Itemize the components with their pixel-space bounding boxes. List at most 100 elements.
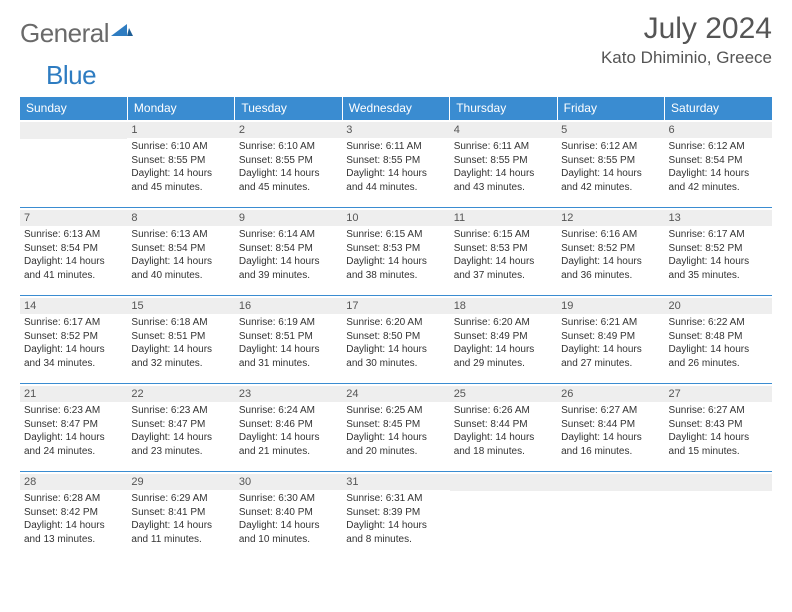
- daylight-text: Daylight: 14 hours and 42 minutes.: [561, 167, 660, 194]
- daylight-text: Daylight: 14 hours and 11 minutes.: [131, 519, 230, 546]
- sunset-text: Sunset: 8:41 PM: [131, 506, 230, 520]
- day-number: 11: [450, 210, 557, 226]
- week-row: 1Sunrise: 6:10 AMSunset: 8:55 PMDaylight…: [20, 120, 772, 208]
- day-number: 18: [450, 298, 557, 314]
- day-cell: 10 Sunrise: 6:15 AMSunset: 8:53 PMDayligh…: [342, 208, 449, 296]
- sunrise-text: Sunrise: 6:13 AM: [24, 228, 123, 242]
- daylight-text: Daylight: 14 hours and 44 minutes.: [346, 167, 445, 194]
- day-number: 22: [127, 386, 234, 402]
- daylight-text: Daylight: 14 hours and 37 minutes.: [454, 255, 553, 282]
- day-cell: 5Sunrise: 6:12 AMSunset: 8:55 PMDaylight…: [557, 120, 664, 208]
- day-number: 12: [557, 210, 664, 226]
- sunset-text: Sunset: 8:55 PM: [131, 154, 230, 168]
- day-details: Sunrise: 6:17 AMSunset: 8:52 PMDaylight:…: [669, 228, 768, 282]
- day-cell: 17Sunrise: 6:20 AMSunset: 8:50 PMDayligh…: [342, 296, 449, 384]
- sunrise-text: Sunrise: 6:31 AM: [346, 492, 445, 506]
- sunrise-text: Sunrise: 6:28 AM: [24, 492, 123, 506]
- day-number: 26: [557, 386, 664, 402]
- day-details: Sunrise: 6:31 AMSunset: 8:39 PMDaylight:…: [346, 492, 445, 546]
- title-block: July 2024 Kato Dhiminio, Greece: [601, 12, 772, 68]
- daylight-text: Daylight: 14 hours and 21 minutes.: [239, 431, 338, 458]
- sunrise-text: Sunrise: 6:15 AM: [454, 228, 553, 242]
- day-number: 6: [665, 122, 772, 138]
- day-cell: 20Sunrise: 6:22 AMSunset: 8:48 PMDayligh…: [665, 296, 772, 384]
- sunset-text: Sunset: 8:44 PM: [561, 418, 660, 432]
- sunrise-text: Sunrise: 6:12 AM: [669, 140, 768, 154]
- day-number: 10: [342, 210, 449, 226]
- day-details: Sunrise: 6:28 AMSunset: 8:42 PMDaylight:…: [24, 492, 123, 546]
- location-label: Kato Dhiminio, Greece: [601, 48, 772, 68]
- empty-day: [665, 474, 772, 491]
- day-details: Sunrise: 6:15 AMSunset: 8:53 PMDaylight:…: [346, 228, 445, 282]
- sunset-text: Sunset: 8:49 PM: [454, 330, 553, 344]
- daylight-text: Daylight: 14 hours and 29 minutes.: [454, 343, 553, 370]
- day-cell: 8Sunrise: 6:13 AMSunset: 8:54 PMDaylight…: [127, 208, 234, 296]
- day-number: 3: [342, 122, 449, 138]
- daylight-text: Daylight: 14 hours and 31 minutes.: [239, 343, 338, 370]
- day-cell: 4Sunrise: 6:11 AMSunset: 8:55 PMDaylight…: [450, 120, 557, 208]
- daylight-text: Daylight: 14 hours and 42 minutes.: [669, 167, 768, 194]
- day-number: 15: [127, 298, 234, 314]
- daylight-text: Daylight: 14 hours and 39 minutes.: [239, 255, 338, 282]
- sunset-text: Sunset: 8:55 PM: [346, 154, 445, 168]
- day-cell: [665, 472, 772, 560]
- month-title: July 2024: [601, 12, 772, 46]
- day-cell: 21 Sunrise: 6:23 AMSunset: 8:47 PMDayligh…: [20, 384, 127, 472]
- sunset-text: Sunset: 8:52 PM: [669, 242, 768, 256]
- day-details: Sunrise: 6:18 AMSunset: 8:51 PMDaylight:…: [131, 316, 230, 370]
- sunrise-text: Sunrise: 6:12 AM: [561, 140, 660, 154]
- day-cell: 14Sunrise: 6:17 AMSunset: 8:52 PMDayligh…: [20, 296, 127, 384]
- daylight-text: Daylight: 14 hours and 16 minutes.: [561, 431, 660, 458]
- sunset-text: Sunset: 8:55 PM: [454, 154, 553, 168]
- day-cell: 6 Sunrise: 6:12 AMSunset: 8:54 PMDaylight…: [665, 120, 772, 208]
- weekday-header: Tuesday: [235, 97, 342, 120]
- sunset-text: Sunset: 8:54 PM: [24, 242, 123, 256]
- sunrise-text: Sunrise: 6:25 AM: [346, 404, 445, 418]
- sunset-text: Sunset: 8:39 PM: [346, 506, 445, 520]
- day-cell: 3Sunrise: 6:11 AMSunset: 8:55 PMDaylight…: [342, 120, 449, 208]
- week-row: 21 Sunrise: 6:23 AMSunset: 8:47 PMDayligh…: [20, 384, 772, 472]
- day-cell: 9Sunrise: 6:14 AMSunset: 8:54 PMDaylight…: [235, 208, 342, 296]
- day-cell: 19Sunrise: 6:21 AMSunset: 8:49 PMDayligh…: [557, 296, 664, 384]
- day-number: 23: [235, 386, 342, 402]
- day-number: 25: [450, 386, 557, 402]
- day-details: Sunrise: 6:17 AMSunset: 8:52 PMDaylight:…: [24, 316, 123, 370]
- daylight-text: Daylight: 14 hours and 13 minutes.: [24, 519, 123, 546]
- day-cell: 23 Sunrise: 6:24 AMSunset: 8:46 PMDayligh…: [235, 384, 342, 472]
- sunset-text: Sunset: 8:40 PM: [239, 506, 338, 520]
- day-details: Sunrise: 6:23 AMSunset: 8:47 PMDaylight:…: [24, 404, 123, 458]
- sunrise-text: Sunrise: 6:14 AM: [239, 228, 338, 242]
- sunset-text: Sunset: 8:54 PM: [669, 154, 768, 168]
- daylight-text: Daylight: 14 hours and 45 minutes.: [239, 167, 338, 194]
- daylight-text: Daylight: 14 hours and 36 minutes.: [561, 255, 660, 282]
- empty-day: [20, 122, 127, 139]
- sunset-text: Sunset: 8:51 PM: [131, 330, 230, 344]
- day-cell: 15 Sunrise: 6:18 AMSunset: 8:51 PMDayligh…: [127, 296, 234, 384]
- day-details: Sunrise: 6:27 AMSunset: 8:44 PMDaylight:…: [561, 404, 660, 458]
- day-details: Sunrise: 6:24 AMSunset: 8:46 PMDaylight:…: [239, 404, 338, 458]
- sunset-text: Sunset: 8:50 PM: [346, 330, 445, 344]
- day-cell: 26 Sunrise: 6:27 AMSunset: 8:44 PMDayligh…: [557, 384, 664, 472]
- day-details: Sunrise: 6:15 AMSunset: 8:53 PMDaylight:…: [454, 228, 553, 282]
- weekday-header-row: Sunday Monday Tuesday Wednesday Thursday…: [20, 97, 772, 120]
- sunset-text: Sunset: 8:48 PM: [669, 330, 768, 344]
- sunset-text: Sunset: 8:43 PM: [669, 418, 768, 432]
- brand-text-2: Blue: [46, 60, 96, 91]
- sunrise-text: Sunrise: 6:20 AM: [454, 316, 553, 330]
- day-number: 21: [20, 386, 127, 402]
- week-row: 28Sunrise: 6:28 AMSunset: 8:42 PMDayligh…: [20, 472, 772, 560]
- day-cell: 31Sunrise: 6:31 AMSunset: 8:39 PMDayligh…: [342, 472, 449, 560]
- daylight-text: Daylight: 14 hours and 18 minutes.: [454, 431, 553, 458]
- day-details: Sunrise: 6:12 AMSunset: 8:55 PMDaylight:…: [561, 140, 660, 194]
- sunset-text: Sunset: 8:53 PM: [454, 242, 553, 256]
- day-cell: 13Sunrise: 6:17 AMSunset: 8:52 PMDayligh…: [665, 208, 772, 296]
- brand-mark-icon: [111, 22, 133, 45]
- day-number: 1: [127, 122, 234, 138]
- sunrise-text: Sunrise: 6:30 AM: [239, 492, 338, 506]
- daylight-text: Daylight: 14 hours and 40 minutes.: [131, 255, 230, 282]
- daylight-text: Daylight: 14 hours and 43 minutes.: [454, 167, 553, 194]
- sunrise-text: Sunrise: 6:15 AM: [346, 228, 445, 242]
- empty-day: [557, 474, 664, 491]
- daylight-text: Daylight: 14 hours and 23 minutes.: [131, 431, 230, 458]
- day-number: 29: [127, 474, 234, 490]
